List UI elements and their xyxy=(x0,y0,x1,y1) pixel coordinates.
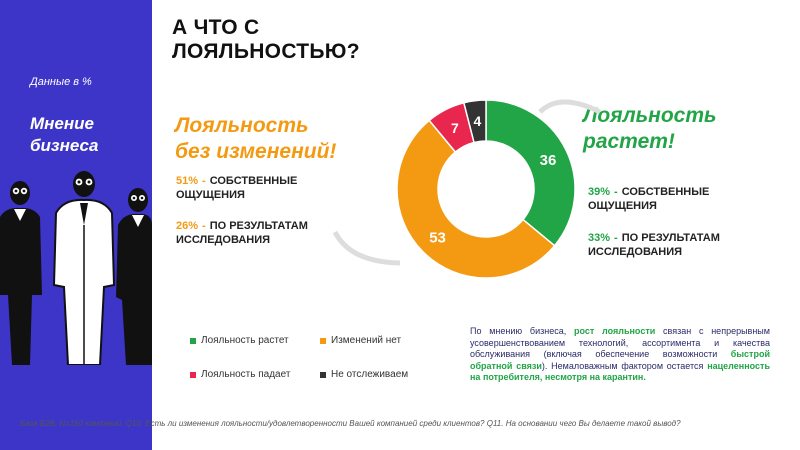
legend-swatch-no-change xyxy=(320,337,326,344)
person-middle-icon xyxy=(52,171,116,365)
legend-label-no-change: Изменений нет xyxy=(331,335,402,346)
person-left-icon xyxy=(0,181,42,365)
heading-growth: Лояльность растет! xyxy=(583,103,717,155)
page-title-line1: А ЧТО С xyxy=(172,16,260,39)
business-people-illustration xyxy=(0,171,152,365)
data-unit-note: Данные в % xyxy=(30,76,92,88)
slice-not-tracked xyxy=(462,99,487,144)
page-title-line2: ЛОЯЛЬНОСТЬЮ? xyxy=(172,40,360,63)
stat-left-research-pct: 26% xyxy=(176,220,199,232)
stat-right-own-pct: 39% xyxy=(588,186,611,198)
heading-no-change-line2: без изменений! xyxy=(175,140,337,163)
note-highlight-1: рост лояльности xyxy=(573,326,656,336)
person-right-icon xyxy=(116,188,152,365)
legend-item-decline: Лояльность падает xyxy=(190,369,290,380)
footnote: База B2B, N=150 компаний. Q10. Есть ли и… xyxy=(20,419,681,428)
heading-growth-line1: Лояльность xyxy=(583,104,717,127)
note-highlight-3: нацеленность на потребителя, несмотря на… xyxy=(470,360,770,383)
legend-label-decline: Лояльность падает xyxy=(201,369,291,380)
note-text-2: связан с непрерывным усовершенствованием… xyxy=(470,326,770,359)
legend-label-not-tracked: Не отслеживаем xyxy=(331,369,409,380)
sidebar: Данные в % Мнение бизнеса xyxy=(0,0,152,450)
stat-right-research: 33% - ПО РЕЗУЛЬТАТАМ ИССЛЕДОВАНИЯ xyxy=(588,232,720,258)
note-text-1: По мнению бизнеса, xyxy=(470,326,567,336)
slice-growth-label: 36 xyxy=(540,152,557,169)
legend-swatch-decline xyxy=(190,371,196,378)
arc-arrow-left-decoration xyxy=(332,230,401,266)
stat-left-own-pct: 51% xyxy=(176,175,199,187)
legend-swatch-growth xyxy=(190,337,196,344)
heading-no-change: Лояльность без изменений! xyxy=(175,113,336,165)
legend-item-no-change: Изменений нет xyxy=(320,335,401,346)
slice-no-change xyxy=(396,119,556,279)
stat-left-own-label: СОБСТВЕННЫЕ ОЩУЩЕНИЯ xyxy=(176,175,298,201)
legend-label-growth: Лояльность растет xyxy=(201,335,289,346)
slice-not-tracked-label: 4 xyxy=(474,113,482,129)
note-highlight-2: быстрой обратной связи xyxy=(470,349,770,371)
heading-growth-line2: растет! xyxy=(583,130,675,153)
heading-no-change-line1: Лояльность xyxy=(175,114,309,137)
legend-item-not-tracked: Не отслеживаем xyxy=(320,369,408,380)
stat-right-research-pct: 33% xyxy=(588,232,611,244)
conclusion-note: По мнению бизнеса, рост лояльности связа… xyxy=(470,326,770,384)
stat-right-own: 39% - СОБСТВЕННЫЕ ОЩУЩЕНИЯ xyxy=(588,186,710,212)
sidebar-title: Мнение бизнеса xyxy=(30,114,99,155)
stat-left-research-label: ПО РЕЗУЛЬТАТАМ ИССЛЕДОВАНИЯ xyxy=(176,220,308,246)
stat-left-research: 26% - ПО РЕЗУЛЬТАТАМ ИССЛЕДОВАНИЯ xyxy=(176,220,308,246)
slice-growth xyxy=(485,99,576,247)
legend-swatch-not-tracked xyxy=(320,371,326,378)
slice-no-change-label: 53 xyxy=(429,229,446,246)
note-text-3: ). Немаловажным фактором остается xyxy=(541,360,704,371)
stat-left-own: 51% - СОБСТВЕННЫЕ ОЩУЩЕНИЯ xyxy=(176,175,298,201)
legend-item-growth: Лояльность растет xyxy=(190,335,289,346)
page-title: А ЧТО С ЛОЯЛЬНОСТЬЮ? xyxy=(172,16,360,64)
stat-right-own-label: СОБСТВЕННЫЕ ОЩУЩЕНИЯ xyxy=(588,186,710,212)
arc-arrow-right-decoration xyxy=(538,99,602,115)
stat-right-research-label: ПО РЕЗУЛЬТАТАМ ИССЛЕДОВАНИЯ xyxy=(588,232,720,258)
slice-decline-label: 7 xyxy=(451,120,459,136)
